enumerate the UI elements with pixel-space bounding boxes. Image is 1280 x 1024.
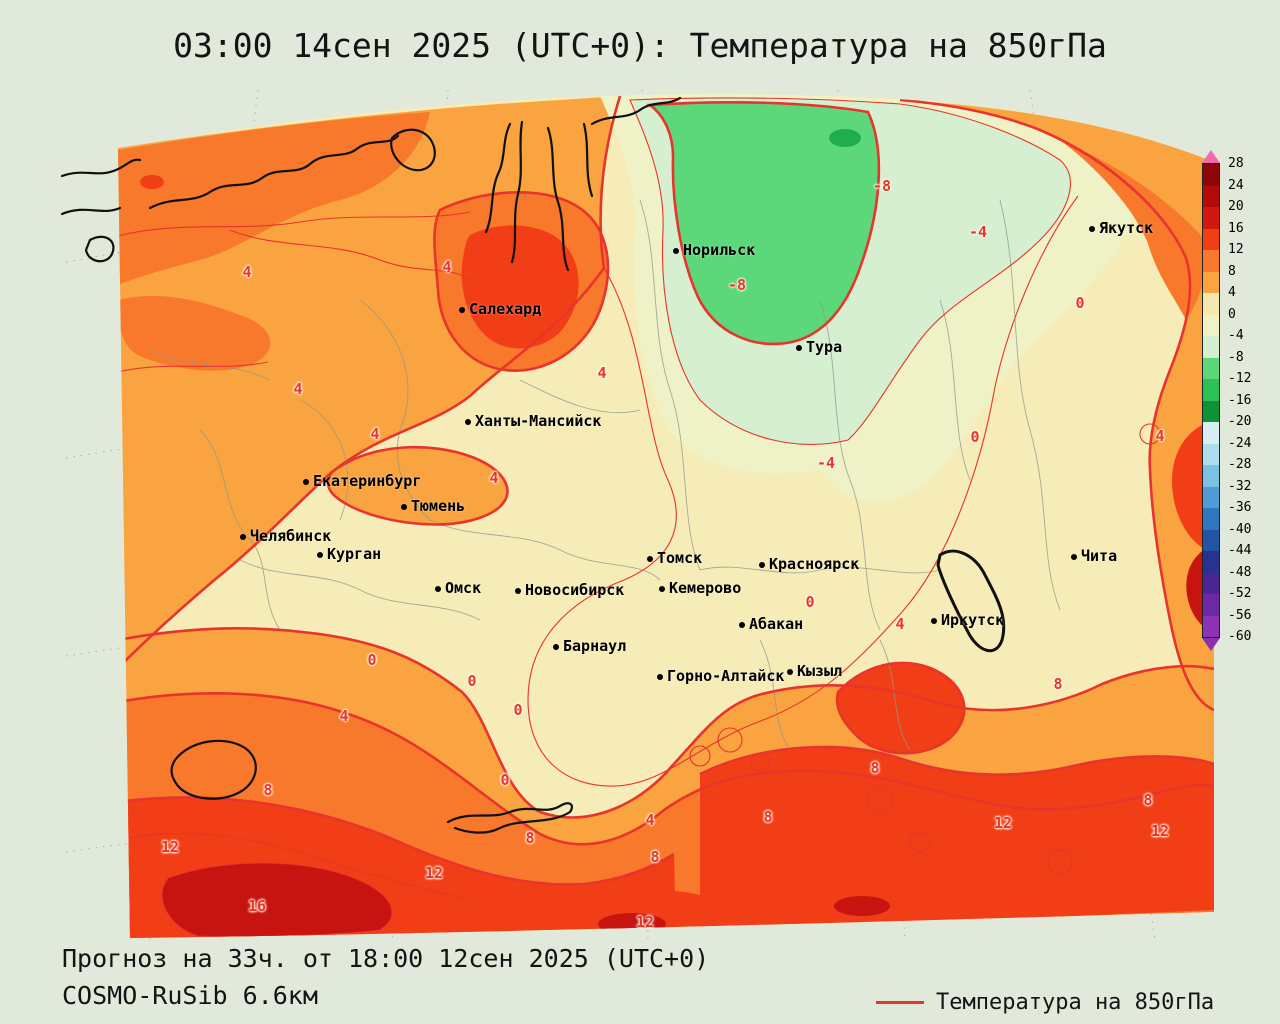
colorbar-segment xyxy=(1203,572,1219,594)
model-name-text: COSMO-RuSib 6.6км xyxy=(62,981,318,1010)
colorbar-segment xyxy=(1203,465,1219,487)
colorbar-tick-label: -60 xyxy=(1228,629,1252,644)
colorbar-tick-label: -12 xyxy=(1228,371,1252,386)
colorbar-tick-label: -8 xyxy=(1228,349,1244,365)
colorbar-segment xyxy=(1203,357,1219,379)
colorbar-tick-label: 24 xyxy=(1228,177,1244,193)
colorbar-segment xyxy=(1203,228,1219,250)
colorbar-tick-label: -32 xyxy=(1228,478,1252,494)
colorbar-tick-label: -40 xyxy=(1228,521,1252,537)
colorbar-segment xyxy=(1203,185,1219,207)
colorbar-segment xyxy=(1203,551,1219,573)
colorbar-segment xyxy=(1203,529,1219,551)
colorbar-tick-label: 0 xyxy=(1228,306,1236,322)
colorbar-segment xyxy=(1203,422,1219,444)
forecast-info-text: Прогноз на 33ч. от 18:00 12сен 2025 (UTC… xyxy=(62,944,710,973)
colorbar-segment xyxy=(1203,336,1219,358)
colorbar-segment xyxy=(1203,508,1219,530)
colorbar-tick-label: 16 xyxy=(1228,220,1244,236)
colorbar-tick-label: 8 xyxy=(1228,263,1236,279)
colorbar-segment xyxy=(1203,271,1219,293)
colorbar-segment xyxy=(1203,207,1219,229)
legend-label: Температура на 850гПа xyxy=(936,990,1215,1015)
colorbar-segment xyxy=(1203,293,1219,315)
colorbar-segment xyxy=(1203,379,1219,401)
colorbar-segment xyxy=(1203,314,1219,336)
colorbar: 28 24 20 16 12 8 4 0 -4 -8 -12 -16 -20 -24 -28 -32 -36 -4… xyxy=(1202,150,1251,651)
colorbar-segment xyxy=(1203,250,1219,272)
colorbar-tick-label: -16 xyxy=(1228,392,1252,408)
page-title: 03:00 14сен 2025 (UTC+0): Температура на… xyxy=(173,26,1107,65)
colorbar-tick-label: -44 xyxy=(1228,543,1252,558)
colorbar-tick-label: -20 xyxy=(1228,414,1252,429)
coastline-layer xyxy=(60,96,1006,834)
colorbar-segment xyxy=(1203,443,1219,465)
legend: Температура на 850гПа xyxy=(876,990,1214,1015)
colorbar-tick-label: 20 xyxy=(1228,199,1244,214)
colorbar-segment xyxy=(1203,615,1219,637)
colorbar-tick-label: -4 xyxy=(1228,328,1244,343)
colorbar-segment xyxy=(1203,486,1219,508)
colorbar-segment xyxy=(1203,400,1219,422)
colorbar-tick-label: -36 xyxy=(1228,500,1252,515)
colorbar-tick-label: -28 xyxy=(1228,457,1252,472)
colorbar-tick-label: -24 xyxy=(1228,435,1252,451)
colorbar-tick-label: -56 xyxy=(1228,607,1252,623)
colorbar-segment xyxy=(1203,164,1219,186)
colorbar-tick-label: 12 xyxy=(1228,242,1244,257)
legend-contour-line-sample xyxy=(876,1001,924,1004)
contour-lines-thick xyxy=(118,95,1214,886)
colorbar-arrow-up xyxy=(1202,150,1220,163)
colorbar-tick-label: -52 xyxy=(1228,586,1252,601)
colorbar-segments xyxy=(1202,163,1220,638)
colorbar-arrow-down xyxy=(1202,638,1220,651)
temperature-fill-layer xyxy=(118,94,1214,938)
contour-lines-thin xyxy=(118,97,1161,938)
colorbar-tick-label: -48 xyxy=(1228,564,1252,580)
colorbar-tick-label: 28 xyxy=(1228,156,1244,171)
colorbar-tick-label: 4 xyxy=(1228,285,1236,300)
colorbar-segment xyxy=(1203,594,1219,616)
